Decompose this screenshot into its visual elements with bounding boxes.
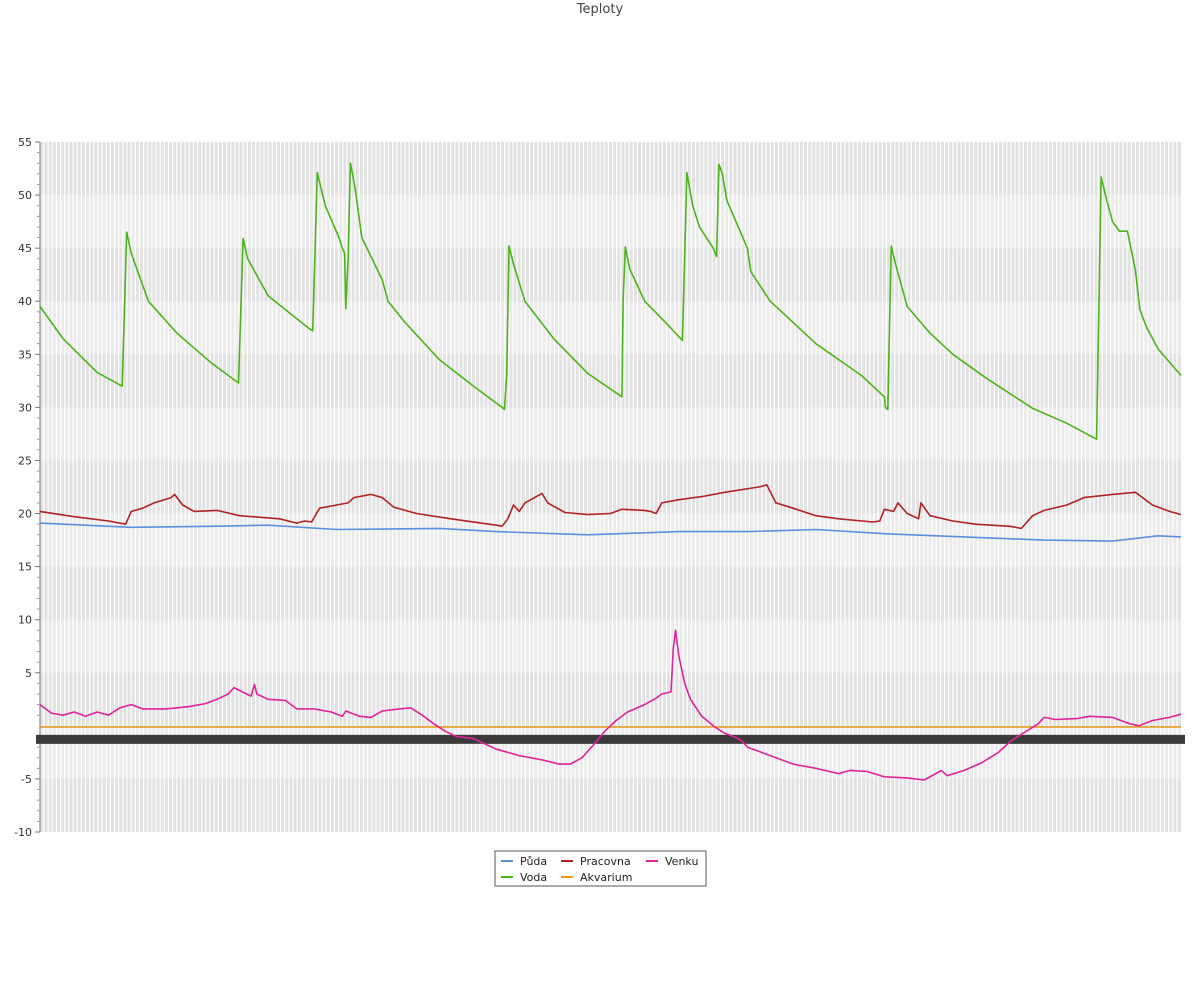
legend-label-pracovna: Pracovna [580,855,631,868]
y-tick-label: 55 [18,136,32,149]
series-lines [39,162,1182,781]
y-tick-label: 10 [18,614,32,627]
y-tick-label: 35 [18,348,32,361]
plot-background [40,142,1181,832]
y-tick-label: 15 [18,561,32,574]
y-tick-label: 25 [18,454,32,467]
y-tick-label: 5 [25,667,32,680]
plot-band [40,778,1181,832]
chart-title: Teploty [576,2,624,17]
y-tick-label: -10 [14,826,32,839]
plot-band [40,142,1181,196]
legend-label-puda: Půda [520,855,547,868]
series-line-puda [39,522,1182,542]
plot-band [40,672,1181,726]
series-line-voda [39,162,1182,441]
x-axis-tick-labels [36,734,1185,744]
y-axis-ticks: -10 -5 5 10 15 20 25 30 35 40 45 50 55 [14,136,40,839]
series-line-pracovna [39,484,1182,530]
plot-band [40,566,1181,620]
y-tick-label: 45 [18,242,32,255]
legend-label-venku: Venku [665,855,698,868]
y-tick-label: 50 [18,189,32,202]
legend-box [494,850,707,887]
y-tick-label: 30 [18,401,32,414]
y-tick-label: -5 [21,773,32,786]
plot-band [40,248,1181,302]
legend-label-voda: Voda [520,871,547,884]
y-tick-label: 20 [18,508,32,521]
grid-lines [43,142,1178,832]
legend-label-akvarium: Akvarium [580,871,632,884]
plot-band [40,460,1181,514]
legend: Půda Pracovna Venku Voda Akvarium [494,850,707,887]
y-tick-label: 40 [18,295,32,308]
series-line-venku [39,629,1182,781]
x-tick-label-band [36,734,1185,744]
